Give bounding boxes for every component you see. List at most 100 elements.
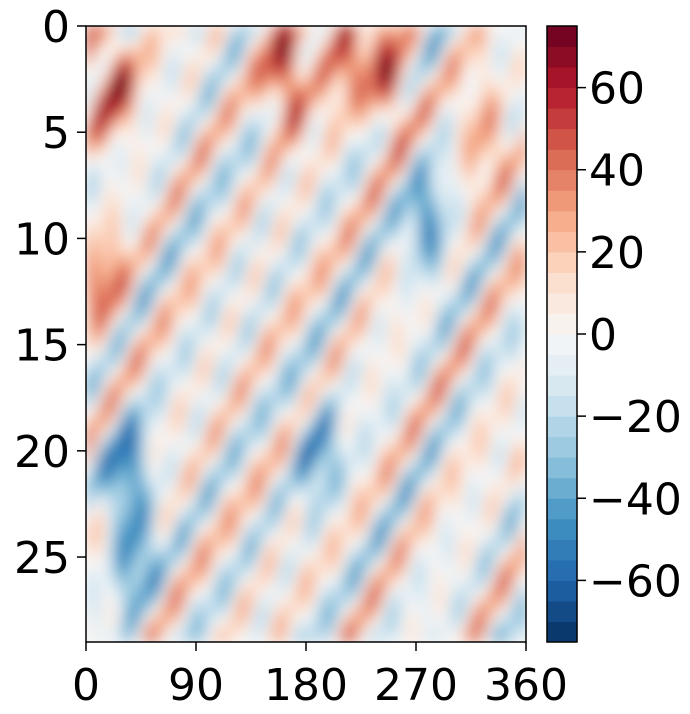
heatmap-cell [222, 577, 229, 590]
heatmap-cell [432, 89, 439, 101]
heatmap-cell [217, 535, 224, 547]
heatmap-cell [339, 237, 346, 250]
heatmap-cell [197, 99, 204, 112]
heatmap-cell [491, 429, 498, 441]
heatmap-cell [241, 556, 248, 569]
heatmap-cell [197, 322, 204, 335]
heatmap-cell [153, 471, 160, 484]
heatmap-cell [437, 577, 444, 590]
heatmap-cell [90, 312, 97, 324]
heatmap-cell [373, 57, 380, 69]
heatmap-cell [442, 152, 449, 165]
heatmap-cell [300, 312, 307, 324]
heatmap-cell [261, 89, 268, 101]
heatmap-cell [193, 195, 199, 208]
heatmap-cell [437, 121, 444, 133]
heatmap-cell [295, 216, 302, 229]
heatmap-cell [241, 429, 248, 441]
heatmap-cell [183, 67, 190, 80]
heatmap-cell [427, 227, 434, 239]
heatmap-cell [501, 471, 507, 484]
heatmap-cell [237, 227, 243, 239]
heatmap-cell [329, 418, 336, 431]
heatmap-cell [290, 195, 297, 208]
heatmap-cell [349, 237, 356, 250]
heatmap-cell [398, 142, 405, 154]
heatmap-cell [398, 163, 405, 176]
heatmap-cell [232, 142, 239, 154]
heatmap-cell [427, 407, 434, 420]
heatmap-cell [241, 450, 248, 462]
heatmap-cell [388, 195, 395, 208]
heatmap-cell [129, 471, 136, 484]
heatmap-cell [261, 259, 268, 271]
heatmap-cell [329, 514, 336, 526]
heatmap-cell [100, 312, 107, 324]
heatmap-cell [373, 556, 380, 569]
heatmap-cell [442, 280, 449, 293]
heatmap-cell [408, 131, 415, 144]
heatmap-cell [354, 397, 361, 409]
heatmap-cell [461, 78, 468, 91]
heatmap-cell [491, 67, 498, 80]
heatmap-cell [520, 57, 526, 69]
heatmap-cell [305, 386, 312, 399]
heatmap-cell [408, 418, 415, 431]
heatmap-cell [481, 26, 488, 38]
heatmap-cell [256, 450, 263, 462]
heatmap-cell [417, 237, 424, 250]
heatmap-cell [501, 492, 507, 505]
heatmap-cell [271, 535, 278, 547]
heatmap-cell [344, 460, 351, 473]
heatmap-cell [222, 78, 229, 91]
heatmap-cell [491, 322, 498, 335]
heatmap-cell [256, 354, 263, 367]
heatmap-cell [227, 397, 234, 409]
heatmap-cell [515, 237, 522, 250]
heatmap-cell [491, 545, 498, 558]
heatmap-cell [246, 259, 253, 271]
heatmap-cell [369, 36, 375, 48]
heatmap-cell [261, 567, 268, 579]
heatmap-cell [86, 216, 92, 229]
heatmap-cell [408, 354, 415, 367]
heatmap-cell [422, 163, 429, 176]
heatmap-cell [105, 429, 111, 441]
heatmap-cell [193, 206, 199, 218]
heatmap-cell [212, 588, 219, 601]
heatmap-cell [413, 174, 419, 186]
heatmap-cell [388, 206, 395, 218]
heatmap-cell [349, 57, 356, 69]
heatmap-cell [403, 152, 410, 165]
heatmap-cell [173, 237, 180, 250]
heatmap-cell [271, 599, 278, 611]
heatmap-cell [496, 57, 503, 69]
heatmap-cell [149, 78, 155, 91]
heatmap-cell [344, 375, 351, 388]
heatmap-cell [271, 78, 278, 91]
heatmap-cell [373, 206, 380, 218]
heatmap-cell [134, 492, 141, 505]
heatmap-cell [373, 174, 380, 186]
heatmap-cell [408, 89, 415, 101]
heatmap-cell [217, 503, 224, 516]
heatmap-cell [100, 503, 107, 516]
heatmap-cell [339, 89, 346, 101]
heatmap-cell [251, 174, 258, 186]
heatmap-cell [427, 492, 434, 505]
heatmap-cell [207, 439, 214, 452]
heatmap-cell [432, 577, 439, 590]
heatmap-cell [90, 460, 97, 473]
heatmap-cell [417, 184, 424, 197]
heatmap-cell [505, 312, 512, 324]
heatmap-cell [144, 344, 151, 356]
heatmap-cell [476, 269, 483, 282]
heatmap-cell [520, 78, 526, 91]
heatmap-cell [109, 556, 116, 569]
heatmap-cell [393, 206, 400, 218]
heatmap-cell [100, 609, 107, 622]
heatmap-cell [369, 174, 375, 186]
heatmap-cell [320, 301, 327, 314]
heatmap-cell [334, 333, 341, 346]
heatmap-cell [408, 524, 415, 537]
